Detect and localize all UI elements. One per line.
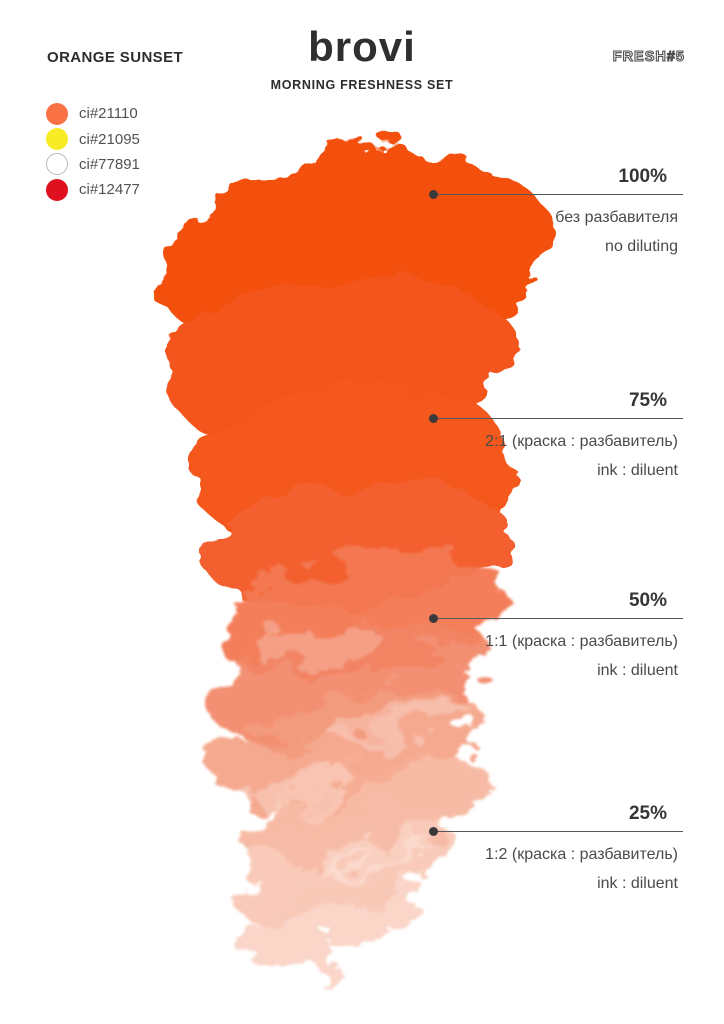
legend-item: ci#12477 xyxy=(46,177,140,202)
dilution-ratio-en: ink : diluent xyxy=(597,662,678,679)
dilution-ratio-en: ink : diluent xyxy=(597,462,678,479)
callout-line xyxy=(433,194,683,195)
brand-logo: brovi xyxy=(308,23,416,70)
callout-line xyxy=(433,618,683,619)
pigment-code: ci#12477 xyxy=(79,181,140,199)
dilution-ratio-ru: 1:2 (краска : разбавитель) xyxy=(485,846,678,863)
watercolor-highlight xyxy=(316,830,428,874)
dilution-ratio: 2:1 (краска : разбавитель) ink : diluent xyxy=(485,427,678,485)
callout-line xyxy=(433,418,683,419)
pigment-code: ci#77891 xyxy=(79,155,140,173)
pigment-color-dot xyxy=(46,102,68,125)
dilution-ratio: 1:2 (краска : разбавитель) ink : diluent xyxy=(485,840,678,898)
swatch-solid-zone xyxy=(151,148,550,610)
pigment-code: ci#21095 xyxy=(79,130,140,148)
set-name: MORNING FRESHNESS SET xyxy=(270,78,454,92)
color-name: ORANGE SUNSET xyxy=(47,49,184,66)
pigment-color-dot xyxy=(46,128,68,151)
brush-stroke xyxy=(151,209,325,315)
dilution-ratio-ru: 1:1 (краска : разбавитель) xyxy=(485,633,678,650)
pigment-code: ci#21110 xyxy=(79,105,138,123)
dilution-ratio: 1:1 (краска : разбавитель) ink : diluent xyxy=(485,627,678,685)
dilution-ratio-ru: без разбавителя xyxy=(555,209,678,226)
pigment-legend: ci#21110 ci#21095 ci#77891 ci#12477 xyxy=(46,101,140,203)
callout-dot xyxy=(429,614,438,623)
callout-dot xyxy=(429,827,438,836)
dilution-ratio: без разбавителя no diluting xyxy=(555,203,678,261)
pigment-color-dot xyxy=(46,153,68,176)
watercolor-highlight xyxy=(245,768,351,808)
dilution-percent: 50% xyxy=(628,590,667,611)
legend-item: ci#21110 xyxy=(46,101,140,126)
watercolor-highlight xyxy=(259,627,381,669)
dilution-ratio-en: ink : diluent xyxy=(597,875,678,892)
watercolor-highlight xyxy=(336,699,468,745)
swatch-diluted-zone xyxy=(207,551,511,964)
callout-dot xyxy=(429,190,438,199)
callout-dot xyxy=(429,414,438,423)
brush-stroke xyxy=(236,868,420,964)
pigment-color-dot xyxy=(46,178,68,201)
dilution-ratio-ru: 2:1 (краска : разбавитель) xyxy=(485,433,678,450)
dilution-percent: 100% xyxy=(618,166,667,187)
legend-item: ci#21095 xyxy=(46,126,140,151)
dilution-ratio-en: no diluting xyxy=(605,238,678,255)
callout-line xyxy=(433,831,683,832)
dilution-percent: 25% xyxy=(628,803,667,824)
set-number-badge: FRESH#5 xyxy=(612,48,685,65)
legend-item: ci#77891 xyxy=(46,152,140,177)
dilution-percent: 75% xyxy=(628,390,667,411)
